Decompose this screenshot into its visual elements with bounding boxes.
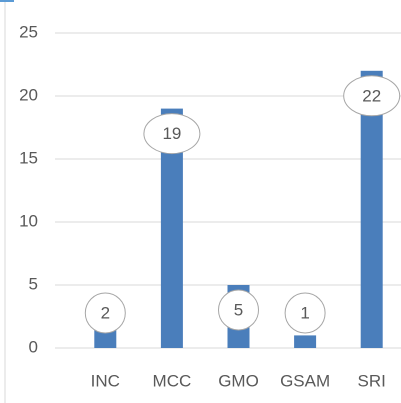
y-tick-label: 5	[29, 274, 38, 293]
y-tick-label: 0	[29, 337, 38, 356]
data-label-callout	[143, 113, 201, 155]
x-tick-label: SRI	[358, 371, 386, 390]
bar	[294, 335, 317, 348]
data-label-callout	[343, 75, 401, 117]
data-label: 22	[362, 86, 381, 105]
bar	[360, 70, 383, 349]
y-tick-label: 10	[19, 211, 38, 230]
data-label-callout	[284, 292, 326, 334]
data-label-callout	[84, 292, 126, 334]
data-label: 5	[234, 300, 243, 319]
y-tick-label: 25	[19, 22, 38, 41]
y-tick-label: 20	[19, 85, 38, 104]
x-tick-label: GSAM	[280, 371, 330, 390]
data-label-callout	[218, 289, 259, 331]
bar	[160, 108, 183, 348]
data-label: 1	[300, 303, 309, 322]
x-tick-label: INC	[91, 371, 120, 390]
y-tick-label: 15	[19, 148, 38, 167]
x-tick-label: MCC	[153, 371, 192, 390]
data-label: 19	[162, 124, 181, 143]
x-tick-label: GMO	[218, 371, 259, 390]
data-label: 2	[101, 303, 110, 322]
